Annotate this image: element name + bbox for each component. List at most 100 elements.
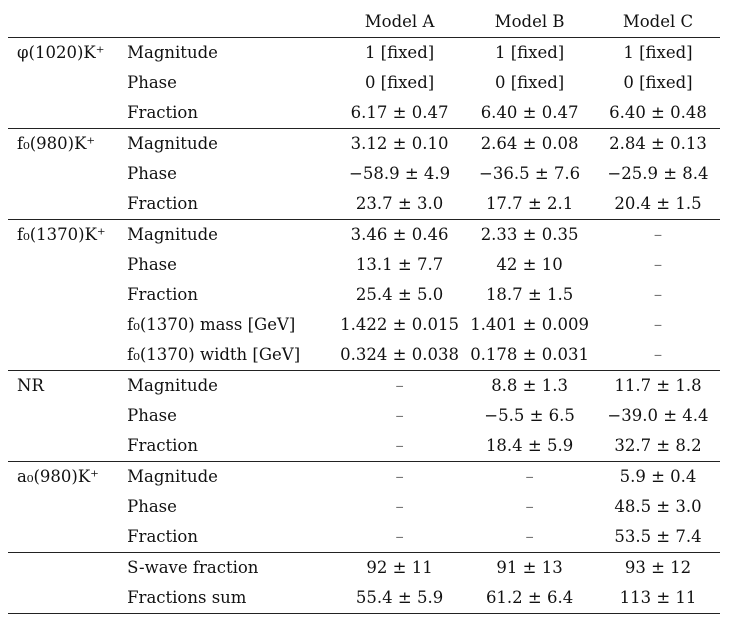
parameter-label: Magnitude [127,370,336,401]
value-model-b: 1.401 ± 0.009 [470,315,589,334]
value-model-a: 0.324 ± 0.038 [340,345,459,364]
value-model-b: 17.7 ± 2.1 [485,194,574,213]
table-row: S-wave fraction 92 ± 11 91 ± 13 93 ± 12 [8,552,720,583]
value-model-b: – [525,497,534,516]
value-model-c: 0 [fixed] [623,73,693,92]
value-model-b: 18.7 ± 1.5 [485,285,574,304]
table-row: NR Magnitude –8.8 ± 1.3 11.7 ± 1.8 [8,370,720,401]
section-label-empty [8,522,127,553]
parameter-label: Fraction [127,103,198,122]
value-model-c: – [653,315,663,334]
value-model-a: 3.12 ± 0.10 [335,128,464,159]
value-model-b: 6.40 ± 0.47 [480,103,579,122]
value-model-a: 55.4 ± 5.9 [335,583,464,614]
header-model-c: Model C [622,12,694,31]
value-model-c: – [653,345,663,364]
table-row: Fraction – – 53.5 ± 7.4 [8,522,720,553]
parameter-label: Magnitude [127,37,336,68]
table-row: Phase 13.1 ± 7.7 42 ± 10 – [8,250,720,280]
table-row: a₀(980)K⁺ Magnitude – –5.9 ± 0.4 [8,461,720,492]
value-model-c: 1 [fixed] [595,37,720,68]
value-model-a: 13.1 ± 7.7 [355,255,444,274]
table-row: Fractions sum 55.4 ± 5.9 61.2 ± 6.4 113 ± 1… [8,583,720,614]
parameter-label: Phase [127,406,177,425]
parameter-label: Fraction [127,436,198,455]
section-label: a₀(980)K⁺ [8,461,128,492]
value-model-a: 6.17 ± 0.47 [350,103,449,122]
parameter-label: f₀(1370) width [GeV] [127,345,301,364]
value-model-b: 42 ± 10 [496,255,563,274]
value-model-a: – [395,436,404,455]
value-model-c: 20.4 ± 1.5 [614,194,702,213]
value-model-a: – [395,527,404,546]
section-label: f₀(980)K⁺ [8,128,128,159]
parameter-label: S-wave fraction [127,552,336,583]
parameter-label: Phase [127,73,177,92]
value-model-c: – [595,219,720,250]
value-model-b: – [463,461,596,492]
value-model-a: 23.7 ± 3.0 [355,194,444,213]
parameter-label: f₀(1370) mass [GeV] [127,315,296,334]
table-row: Fraction 25.4 ± 5.0 18.7 ± 1.5 – [8,280,720,310]
parameter-label: Phase [127,497,177,516]
value-model-b: 0.178 ± 0.031 [470,345,589,364]
value-model-b: 0 [fixed] [494,73,565,92]
value-model-a: – [335,461,464,492]
value-model-c: 6.40 ± 0.48 [609,103,707,122]
fit-results-table: Model A Model B Model C φ(1020)K⁺ Magnitu… [8,7,720,614]
section-label-empty [8,280,127,310]
value-model-a: 0 [fixed] [364,73,435,92]
table-row: f₀(1370) mass [GeV] 1.422 ± 0.015 1.401 ± … [8,310,720,340]
value-model-c: 93 ± 12 [595,552,720,583]
value-model-a: 92 ± 11 [335,552,464,583]
table-row: f₀(980)K⁺ Magnitude 3.12 ± 0.10 2.64 ± 0.08… [8,128,720,159]
section-label [8,552,128,583]
table-row: Phase −58.9 ± 4.9 −36.5 ± 7.6 −25.9 ± 8.4 [8,159,720,189]
section-label-empty [8,492,127,522]
table-header-row: Model A Model B Model C [8,7,720,38]
table-row: Phase – −5.5 ± 6.5 −39.0 ± 4.4 [8,401,720,431]
table-row: Phase 0 [fixed] 0 [fixed] 0 [fixed] [8,68,720,98]
value-model-b: – [525,527,534,546]
value-model-b: 2.64 ± 0.08 [463,128,596,159]
table-row: Fraction 23.7 ± 3.0 17.7 ± 2.1 20.4 ± 1.5 [8,189,720,220]
parameter-label: Fraction [127,285,198,304]
parameter-label: Magnitude [127,219,336,250]
table-row: Fraction 6.17 ± 0.47 6.40 ± 0.47 6.40 ± 0.4… [8,98,720,129]
value-model-a: – [395,497,404,516]
parameter-label: Fractions sum [127,583,336,614]
header-model-a: Model A [364,12,435,31]
section-label-empty [8,159,127,189]
value-model-b: −36.5 ± 7.6 [479,164,581,183]
section-label-empty [8,310,127,340]
value-model-b: 61.2 ± 6.4 [463,583,596,614]
value-model-a: 25.4 ± 5.0 [355,285,444,304]
value-model-a: −58.9 ± 4.9 [349,164,451,183]
value-model-c: 2.84 ± 0.13 [595,128,720,159]
value-model-a: 3.46 ± 0.46 [335,219,464,250]
value-model-a: – [395,406,404,425]
header-model-b: Model B [494,12,565,31]
parameter-label: Phase [127,255,177,274]
table-row: Fraction – 18.4 ± 5.9 32.7 ± 8.2 [8,431,720,462]
value-model-b: 1 [fixed] [463,37,596,68]
parameter-label: Fraction [127,194,198,213]
value-model-c: 113 ± 11 [595,583,720,614]
value-model-c: – [653,285,663,304]
value-model-b: −5.5 ± 6.5 [484,406,575,425]
table-row: f₀(1370) width [GeV] 0.324 ± 0.038 0.178 ±… [8,340,720,371]
value-model-c: 53.5 ± 7.4 [614,527,702,546]
section-label-empty [8,401,127,431]
value-model-b: 18.4 ± 5.9 [485,436,574,455]
section-label-empty [8,340,127,371]
value-model-b: 91 ± 13 [463,552,596,583]
parameter-label: Magnitude [127,461,336,492]
value-model-c: 48.5 ± 3.0 [614,497,702,516]
value-model-a: 1 [fixed] [335,37,464,68]
table-row: Phase – – 48.5 ± 3.0 [8,492,720,522]
value-model-c: −39.0 ± 4.4 [607,406,709,425]
section-label-empty [8,583,128,614]
section-label-empty [8,431,127,462]
parameter-label: Fraction [127,527,198,546]
value-model-c: 32.7 ± 8.2 [614,436,702,455]
